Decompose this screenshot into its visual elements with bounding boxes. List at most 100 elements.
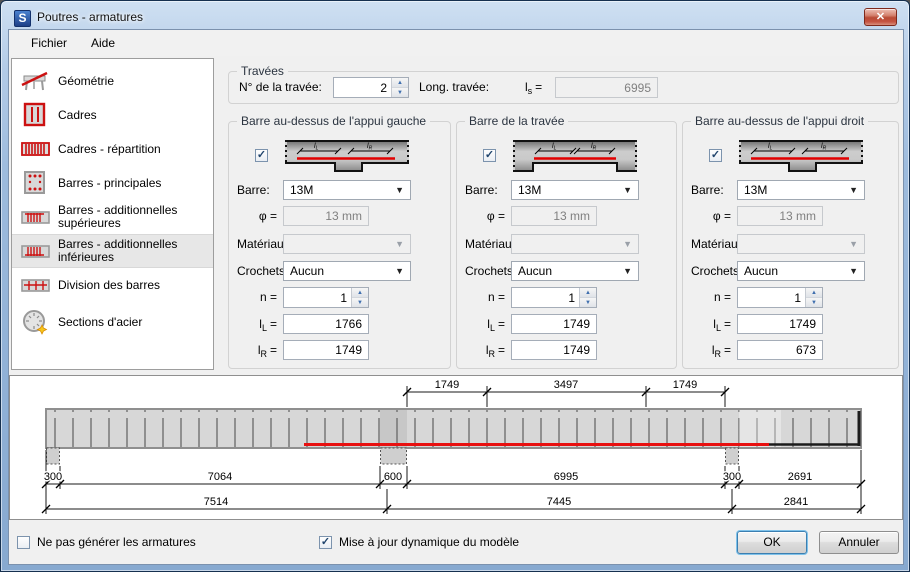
n-spinner[interactable]: 1 ▲ ▼ [283,287,369,308]
phi-field: 13 mm [283,206,369,226]
crochets-label: Crochets: [691,264,743,278]
beam-section-diagram-appui: lL lR [285,140,409,172]
group-title: Barre au-dessus de l'appui droit [691,114,869,128]
menu-fichier[interactable]: Fichier [31,36,68,50]
barres-additionnelles-inferieures-icon [20,243,58,259]
svg-text:300: 300 [723,471,741,483]
barre-combo[interactable]: 13M ▼ [737,180,865,200]
materiau-label: Matériau: [465,237,516,251]
travees-group-title: Travées [237,64,288,78]
sidebar-item-cadres[interactable]: Cadres [12,98,213,132]
sidebar: Géométrie Cadres Cadres - répartition Ba… [11,58,214,370]
materiau-label: Matériau: [237,237,288,251]
cancel-button[interactable]: Annuler [819,531,899,554]
lL-field[interactable]: 1749 [511,314,597,334]
chevron-down-icon: ▼ [849,239,858,249]
no-generate-checkbox[interactable] [17,535,30,549]
svg-text:lR: lR [591,143,597,152]
sidebar-item-label: Cadres - répartition [58,141,161,156]
lR-label: lR = [485,343,505,359]
chevron-down-icon: ▼ [623,239,632,249]
group-title: Barre au-dessus de l'appui gauche [237,114,431,128]
lR-field[interactable]: 1749 [283,340,369,360]
bottom-dimension-row: 7514 7445 2841 [41,489,866,514]
svg-text:lL: lL [314,143,319,152]
n-spinner[interactable]: 1 ▲ ▼ [511,287,597,308]
barre-combo[interactable]: 13M ▼ [511,180,639,200]
n-spinner[interactable]: 1 ▲ ▼ [737,287,823,308]
chevron-down-icon: ▼ [623,185,632,195]
sidebar-item-cadres-repartition[interactable]: Cadres - répartition [12,132,213,166]
sidebar-item-barres-principales[interactable]: Barres - principales [12,166,213,200]
division-des-barres-icon [20,277,58,293]
barre-combo[interactable]: 13M ▼ [283,180,411,200]
lL-label: lL = [259,317,277,333]
close-button[interactable]: ✕ [864,8,897,26]
materiau-combo: ▼ [511,234,639,254]
svg-text:lR: lR [367,143,373,152]
barre-enabled-checkbox[interactable]: ✓ [709,149,722,162]
svg-text:7445: 7445 [547,496,571,508]
barre-label: Barre: [691,183,724,197]
sidebar-item-sections-acier[interactable]: Sections d'acier [12,302,213,342]
sidebar-item-label: Barres - principales [58,175,162,190]
spin-up-icon[interactable]: ▲ [580,288,596,298]
lL-label: lL = [713,317,731,333]
sidebar-item-label: Sections d'acier [58,314,143,329]
phi-label: φ = [258,209,277,223]
lR-label: lR = [257,343,277,359]
menu-bar: Fichier Aide [9,30,903,56]
barre-enabled-checkbox[interactable]: ✓ [483,149,496,162]
title-bar: S Poutres - armatures ✕ [9,6,901,28]
sidebar-item-division-des-barres[interactable]: Division des barres [12,268,213,302]
lL-field[interactable]: 1766 [283,314,369,334]
dynamic-update-checkbox[interactable]: ✓ [319,535,332,549]
spin-down-icon[interactable]: ▼ [806,298,822,307]
lR-field[interactable]: 673 [737,340,823,360]
beam-section-diagram-travee: lL lR [513,140,637,172]
sidebar-item-geometrie[interactable]: Géométrie [12,64,213,98]
beam-section-diagram-appui: lL lR [739,140,863,172]
crochets-combo[interactable]: Aucun ▼ [737,261,865,281]
spin-up-icon[interactable]: ▲ [352,288,368,298]
svg-text:1749: 1749 [435,379,459,391]
lR-field[interactable]: 1749 [511,340,597,360]
svg-text:lR: lR [821,143,827,152]
barre-appui-gauche-group: Barre au-dessus de l'appui gauche ✓ lL l… [228,114,451,369]
sidebar-item-label: Cadres [58,107,97,122]
sidebar-item-label: Barres - additionnelles supérieures [58,203,178,230]
dialog-client-area: Fichier Aide Géométrie Cadres Ca [8,29,904,565]
travee-number-spinner[interactable]: 2 ▲ ▼ [333,77,409,98]
spin-down-icon[interactable]: ▼ [392,88,408,97]
crochets-label: Crochets: [465,264,517,278]
chevron-down-icon: ▼ [623,266,632,276]
travee-number-value[interactable]: 2 [380,80,387,95]
sidebar-item-label: Barres - additionnelles inférieures [58,237,178,264]
svg-text:3497: 3497 [554,379,578,391]
sidebar-item-barres-add-superieures[interactable]: Barres - additionnelles supérieures [12,200,213,234]
svg-text:600: 600 [384,471,402,483]
travee-length-label: Long. travée: [419,80,490,94]
sidebar-item-label: Division des barres [58,277,161,292]
n-label: n = [259,290,277,304]
svg-text:lL: lL [552,143,557,152]
supports [46,447,739,465]
menu-aide[interactable]: Aide [91,36,116,50]
crochets-combo[interactable]: Aucun ▼ [511,261,639,281]
spin-up-icon[interactable]: ▲ [392,78,408,88]
lL-field[interactable]: 1749 [737,314,823,334]
phi-field: 13 mm [511,206,597,226]
no-generate-label: Ne pas générer les armatures [37,535,196,549]
n-label: n = [487,290,505,304]
ok-button[interactable]: OK [737,531,807,554]
crochets-combo[interactable]: Aucun ▼ [283,261,411,281]
spin-down-icon[interactable]: ▼ [352,298,368,307]
travee-number-label: N° de la travée: [239,80,322,94]
spin-up-icon[interactable]: ▲ [806,288,822,298]
svg-text:300: 300 [44,471,62,483]
sidebar-item-barres-add-inferieures[interactable]: Barres - additionnelles inférieures [12,234,213,268]
spin-down-icon[interactable]: ▼ [580,298,596,307]
barre-enabled-checkbox[interactable]: ✓ [255,149,268,162]
travees-group: Travées N° de la travée: 2 ▲ ▼ Long. tra… [228,64,899,104]
